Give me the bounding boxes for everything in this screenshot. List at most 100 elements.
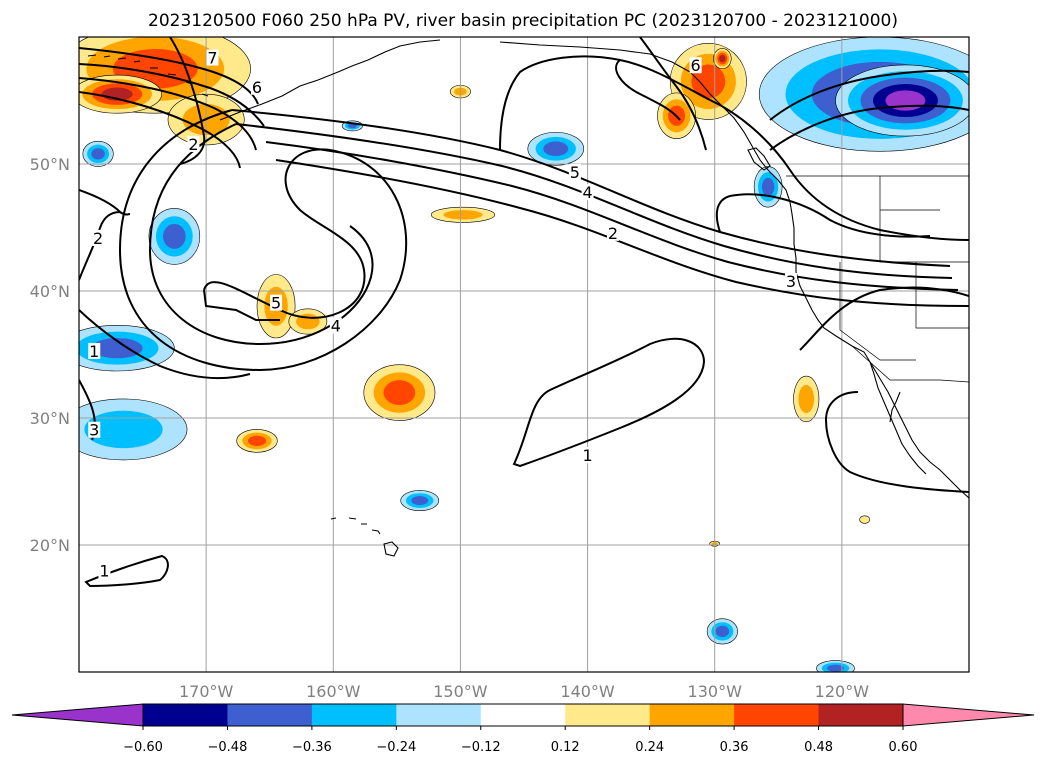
precip-anomaly-8 bbox=[430, 206, 496, 223]
lat-label-40: 40°N bbox=[30, 282, 70, 301]
lon-label-130: 130°W bbox=[688, 682, 743, 701]
pv-contour-6-ne bbox=[639, 37, 707, 151]
colorbar-tick-label-8: 0.48 bbox=[804, 740, 833, 755]
contour-label-bg-8 bbox=[329, 317, 342, 334]
colorbar-swatch-1 bbox=[227, 704, 313, 726]
precip-anomaly-7-level-3 bbox=[247, 435, 267, 446]
contour-label-7: 5 bbox=[271, 294, 281, 313]
colorbar-tick-label-4: −0.12 bbox=[461, 740, 501, 755]
coastline-alaska bbox=[219, 39, 441, 121]
precip-anomaly-15-level-3 bbox=[411, 496, 429, 506]
precip-anomaly-13-level-3 bbox=[91, 337, 143, 359]
contour-label-bg-12 bbox=[785, 273, 797, 290]
precip-anomaly-3-level-3 bbox=[163, 223, 186, 249]
precip-anomaly-26-level-1 bbox=[859, 515, 871, 524]
precip-anomaly-26 bbox=[859, 515, 871, 524]
precip-anomaly-17 bbox=[713, 48, 732, 70]
colorbar-swatch-4 bbox=[480, 704, 566, 726]
precip-anomaly-11-level-3 bbox=[543, 141, 569, 157]
contour-label-bg-7 bbox=[270, 294, 283, 311]
precip-anomaly-22 bbox=[793, 375, 820, 423]
colorbar-tick-label-6: 0.24 bbox=[635, 740, 664, 755]
coastline-aleutian-islands bbox=[87, 54, 209, 97]
colorbar-tick-label-1: −0.48 bbox=[208, 740, 248, 755]
border-layer bbox=[786, 175, 969, 383]
contour-label-bg-11 bbox=[98, 562, 111, 579]
precip-anomaly-6 bbox=[363, 364, 436, 421]
contour-label-bg-9 bbox=[88, 342, 101, 359]
pv-contour-1-west bbox=[79, 309, 251, 380]
colorbar-tick-label-2: −0.36 bbox=[292, 740, 332, 755]
colorbar-swatch-5 bbox=[565, 704, 651, 726]
lat-label-30: 30°N bbox=[30, 409, 70, 428]
pv-contour-3-nw bbox=[79, 91, 241, 169]
colorbar-tick-label-5: 0.12 bbox=[551, 740, 580, 755]
precip-anomaly-15 bbox=[400, 490, 440, 512]
border-us-mexico bbox=[851, 345, 969, 383]
pv-contour-1-southwest bbox=[84, 554, 169, 588]
colorbar-tick-label-9: 0.60 bbox=[889, 740, 918, 755]
precip-anomaly-14 bbox=[79, 398, 188, 461]
colorbar-tick-label-3: −0.24 bbox=[376, 740, 416, 755]
contour-label-bg-10 bbox=[581, 447, 594, 464]
precip-anomaly-11 bbox=[527, 131, 585, 166]
colorbar-swatch-6 bbox=[649, 704, 735, 726]
latitude-tick-labels: 20°N 30°N 40°N 50°N bbox=[30, 155, 70, 555]
contour-label-13: 6 bbox=[691, 56, 701, 75]
pv-contour-2-west bbox=[79, 189, 131, 281]
pv-contour-1-east bbox=[799, 286, 969, 351]
precip-anomaly-17-level-4 bbox=[719, 55, 726, 63]
precip-anomaly-10-level-3 bbox=[347, 123, 357, 129]
lat-label-20: 20°N bbox=[30, 536, 70, 555]
pv-contour-4-nw bbox=[79, 77, 257, 151]
coastline-vancouver-island bbox=[747, 147, 771, 171]
contour-label-bg-4 bbox=[568, 163, 581, 180]
contour-label-11: 1 bbox=[99, 562, 109, 581]
precip-anomaly-3 bbox=[148, 208, 201, 265]
precip-anomaly-19-level-3 bbox=[761, 177, 775, 196]
precip-anomaly-14-level-2 bbox=[84, 410, 163, 449]
colorbar-extend-low bbox=[11, 703, 144, 727]
precip-anomaly-7 bbox=[236, 429, 278, 453]
colorbar-swatch-8 bbox=[818, 704, 904, 726]
map-frame-border bbox=[78, 36, 970, 673]
contour-label-bg-2 bbox=[187, 135, 200, 152]
contour-label-9: 1 bbox=[89, 342, 99, 361]
coastline-alaska-gulf bbox=[499, 41, 769, 171]
contour-label-0: 7 bbox=[207, 49, 217, 68]
colorbar-swatch-2 bbox=[311, 704, 397, 726]
colorbar-swatch-7 bbox=[734, 704, 820, 726]
contour-label-10: 1 bbox=[582, 446, 592, 465]
pv-contour-ridge-1 bbox=[499, 55, 969, 241]
contour-label-12: 3 bbox=[786, 272, 796, 291]
contour-label-2: 2 bbox=[188, 135, 198, 154]
precip-anomaly-12 bbox=[82, 140, 114, 167]
pv-contour-5 bbox=[231, 109, 951, 267]
map-title: 2023120500 F060 250 hPa PV, river basin … bbox=[148, 11, 898, 31]
pv-contour-loop-inner bbox=[148, 123, 374, 346]
pv-contour-3 bbox=[265, 141, 959, 291]
precip-anomaly-21 bbox=[835, 64, 969, 137]
contour-label-4: 5 bbox=[570, 163, 580, 182]
lon-label-160: 160°W bbox=[306, 682, 361, 701]
precip-anomaly-23-level-3 bbox=[715, 625, 730, 638]
contour-label-bg-14 bbox=[88, 421, 101, 438]
contour-label-bg-6 bbox=[607, 224, 619, 241]
pv-contour-ne-lower bbox=[769, 104, 969, 151]
lat-label-50: 50°N bbox=[30, 155, 70, 174]
contour-label-5: 4 bbox=[582, 183, 592, 202]
pv-contour-ne-upper bbox=[769, 69, 969, 121]
pv-contour-4 bbox=[235, 123, 953, 279]
contour-label-bg-3 bbox=[92, 229, 105, 246]
pv-contour-2-nw bbox=[169, 37, 206, 165]
colorbar-swatch-0 bbox=[143, 704, 228, 726]
contour-label-bg-0 bbox=[206, 49, 219, 66]
colorbar-extend-high bbox=[902, 703, 1035, 727]
precip-anomaly-24 bbox=[816, 660, 855, 672]
contour-label-3: 2 bbox=[93, 229, 103, 248]
longitude-tick-labels: 170°W 160°W 150°W 140°W 130°W 120°W bbox=[179, 682, 869, 701]
gridlines bbox=[79, 37, 969, 672]
pv-contour-ridge-2 bbox=[715, 193, 931, 238]
colorbar: −0.60 −0.48 −0.36 −0.24 −0.12 0.12 0.24 0.36 0.4… bbox=[11, 703, 1035, 755]
